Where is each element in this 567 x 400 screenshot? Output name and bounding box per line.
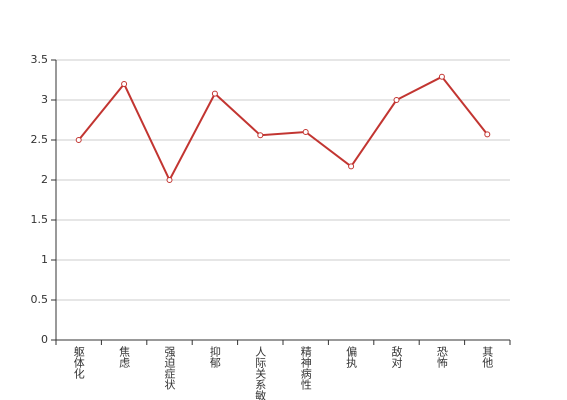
x-tick-label: 焦虑 [118, 346, 131, 368]
point [438, 73, 445, 80]
x-tick-label: 其他 [481, 346, 494, 368]
x-tick-label: 精神病性 [299, 346, 312, 391]
y-tick-label: 0 [41, 333, 48, 346]
x-tick-label: 敌对 [390, 345, 403, 368]
point [166, 177, 173, 183]
y-tick-label: 1.5 [31, 213, 49, 226]
point [211, 90, 218, 97]
point [121, 81, 128, 87]
y-tick-label: 3.5 [31, 53, 49, 66]
point [393, 97, 400, 103]
x-tick-label: 人际关系敏感 [254, 346, 267, 400]
point [348, 163, 355, 170]
point [302, 129, 309, 135]
y-tick-label: 3 [41, 93, 48, 106]
y-tick-label: 0.5 [31, 293, 49, 306]
x-tick-label: 强迫症状 [163, 346, 176, 390]
point [75, 137, 82, 143]
point [484, 131, 491, 138]
y-tick-label: 1 [41, 253, 48, 266]
x-tick-label: 偏执 [345, 345, 358, 369]
line [77, 75, 489, 183]
x-tick-label: 恐怖 [435, 346, 448, 368]
x-tick-label: 躯体化 [72, 346, 85, 380]
x-tick-label: 抑郁 [208, 345, 221, 368]
y-tick-label: 2.5 [31, 133, 49, 146]
point [257, 132, 264, 139]
y-tick-label: 2 [41, 173, 48, 186]
